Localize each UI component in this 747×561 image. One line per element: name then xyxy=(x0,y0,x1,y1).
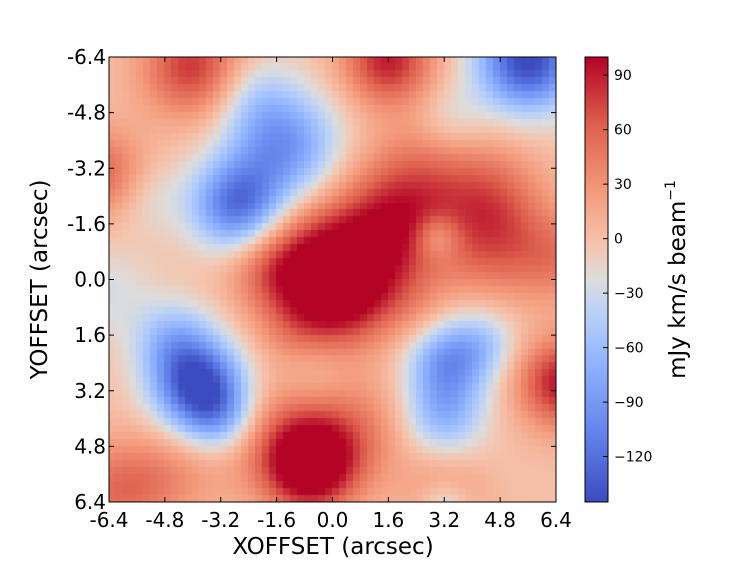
colorbar-gradient xyxy=(585,57,608,502)
heatmap-image xyxy=(109,57,556,502)
colorbar-tick-label: −90 xyxy=(614,395,644,411)
y-tick-label: -1.6 xyxy=(67,212,106,236)
x-tick-label: -6.4 xyxy=(89,508,128,532)
colorbar-tick-label: 30 xyxy=(614,177,632,193)
y-tick-label: 0.0 xyxy=(74,268,106,292)
y-tick-label: -6.4 xyxy=(67,45,106,69)
colorbar-label-text: mJy km/s beam xyxy=(665,201,691,379)
colorbar-tick-label: −60 xyxy=(614,341,644,357)
x-axis-label: XOFFSET (arcsec) xyxy=(232,534,433,560)
colorbar-label-superscript: −1 xyxy=(663,180,679,201)
y-axis-label: YOFFSET (arcsec) xyxy=(27,180,53,381)
colorbar-frame xyxy=(584,56,609,503)
colorbar-ticks: 90 60 30 0 −30 −60 −90 −120 xyxy=(603,68,652,466)
x-tick-label: -1.6 xyxy=(257,508,296,532)
x-tick-label: -4.8 xyxy=(145,508,184,532)
y-tick-label: 3.2 xyxy=(74,379,106,403)
x-tick-label: 1.6 xyxy=(372,508,404,532)
y-tick-label: 1.6 xyxy=(74,323,106,347)
y-tick-label: -4.8 xyxy=(67,101,106,125)
y-tick-label: -3.2 xyxy=(67,156,106,180)
x-tick-label: 0.0 xyxy=(317,508,349,532)
x-tick-label: 6.4 xyxy=(540,508,572,532)
y-tick-label: 6.4 xyxy=(74,490,106,514)
x-tick-label: 4.8 xyxy=(484,508,516,532)
colorbar-label: mJy km/s beam−1 xyxy=(663,180,691,379)
colorbar-tick-label: 0 xyxy=(614,232,623,248)
x-tick-label: 3.2 xyxy=(428,508,460,532)
x-tick-label: -3.2 xyxy=(201,508,240,532)
colorbar-tick-label: 90 xyxy=(614,68,632,84)
colorbar-tick-label: 60 xyxy=(614,123,632,139)
colorbar-tick-label: −120 xyxy=(614,450,652,466)
x-axis-ticks: -6.4 -4.8 -3.2 -1.6 0.0 1.6 3.2 4.8 6.4 xyxy=(89,57,572,532)
y-tick-label: 4.8 xyxy=(74,434,106,458)
colorbar-tick-label: −30 xyxy=(614,286,644,302)
y-axis-ticks: -6.4 -4.8 -3.2 -1.6 0.0 1.6 3.2 4.8 6.4 xyxy=(67,45,556,514)
